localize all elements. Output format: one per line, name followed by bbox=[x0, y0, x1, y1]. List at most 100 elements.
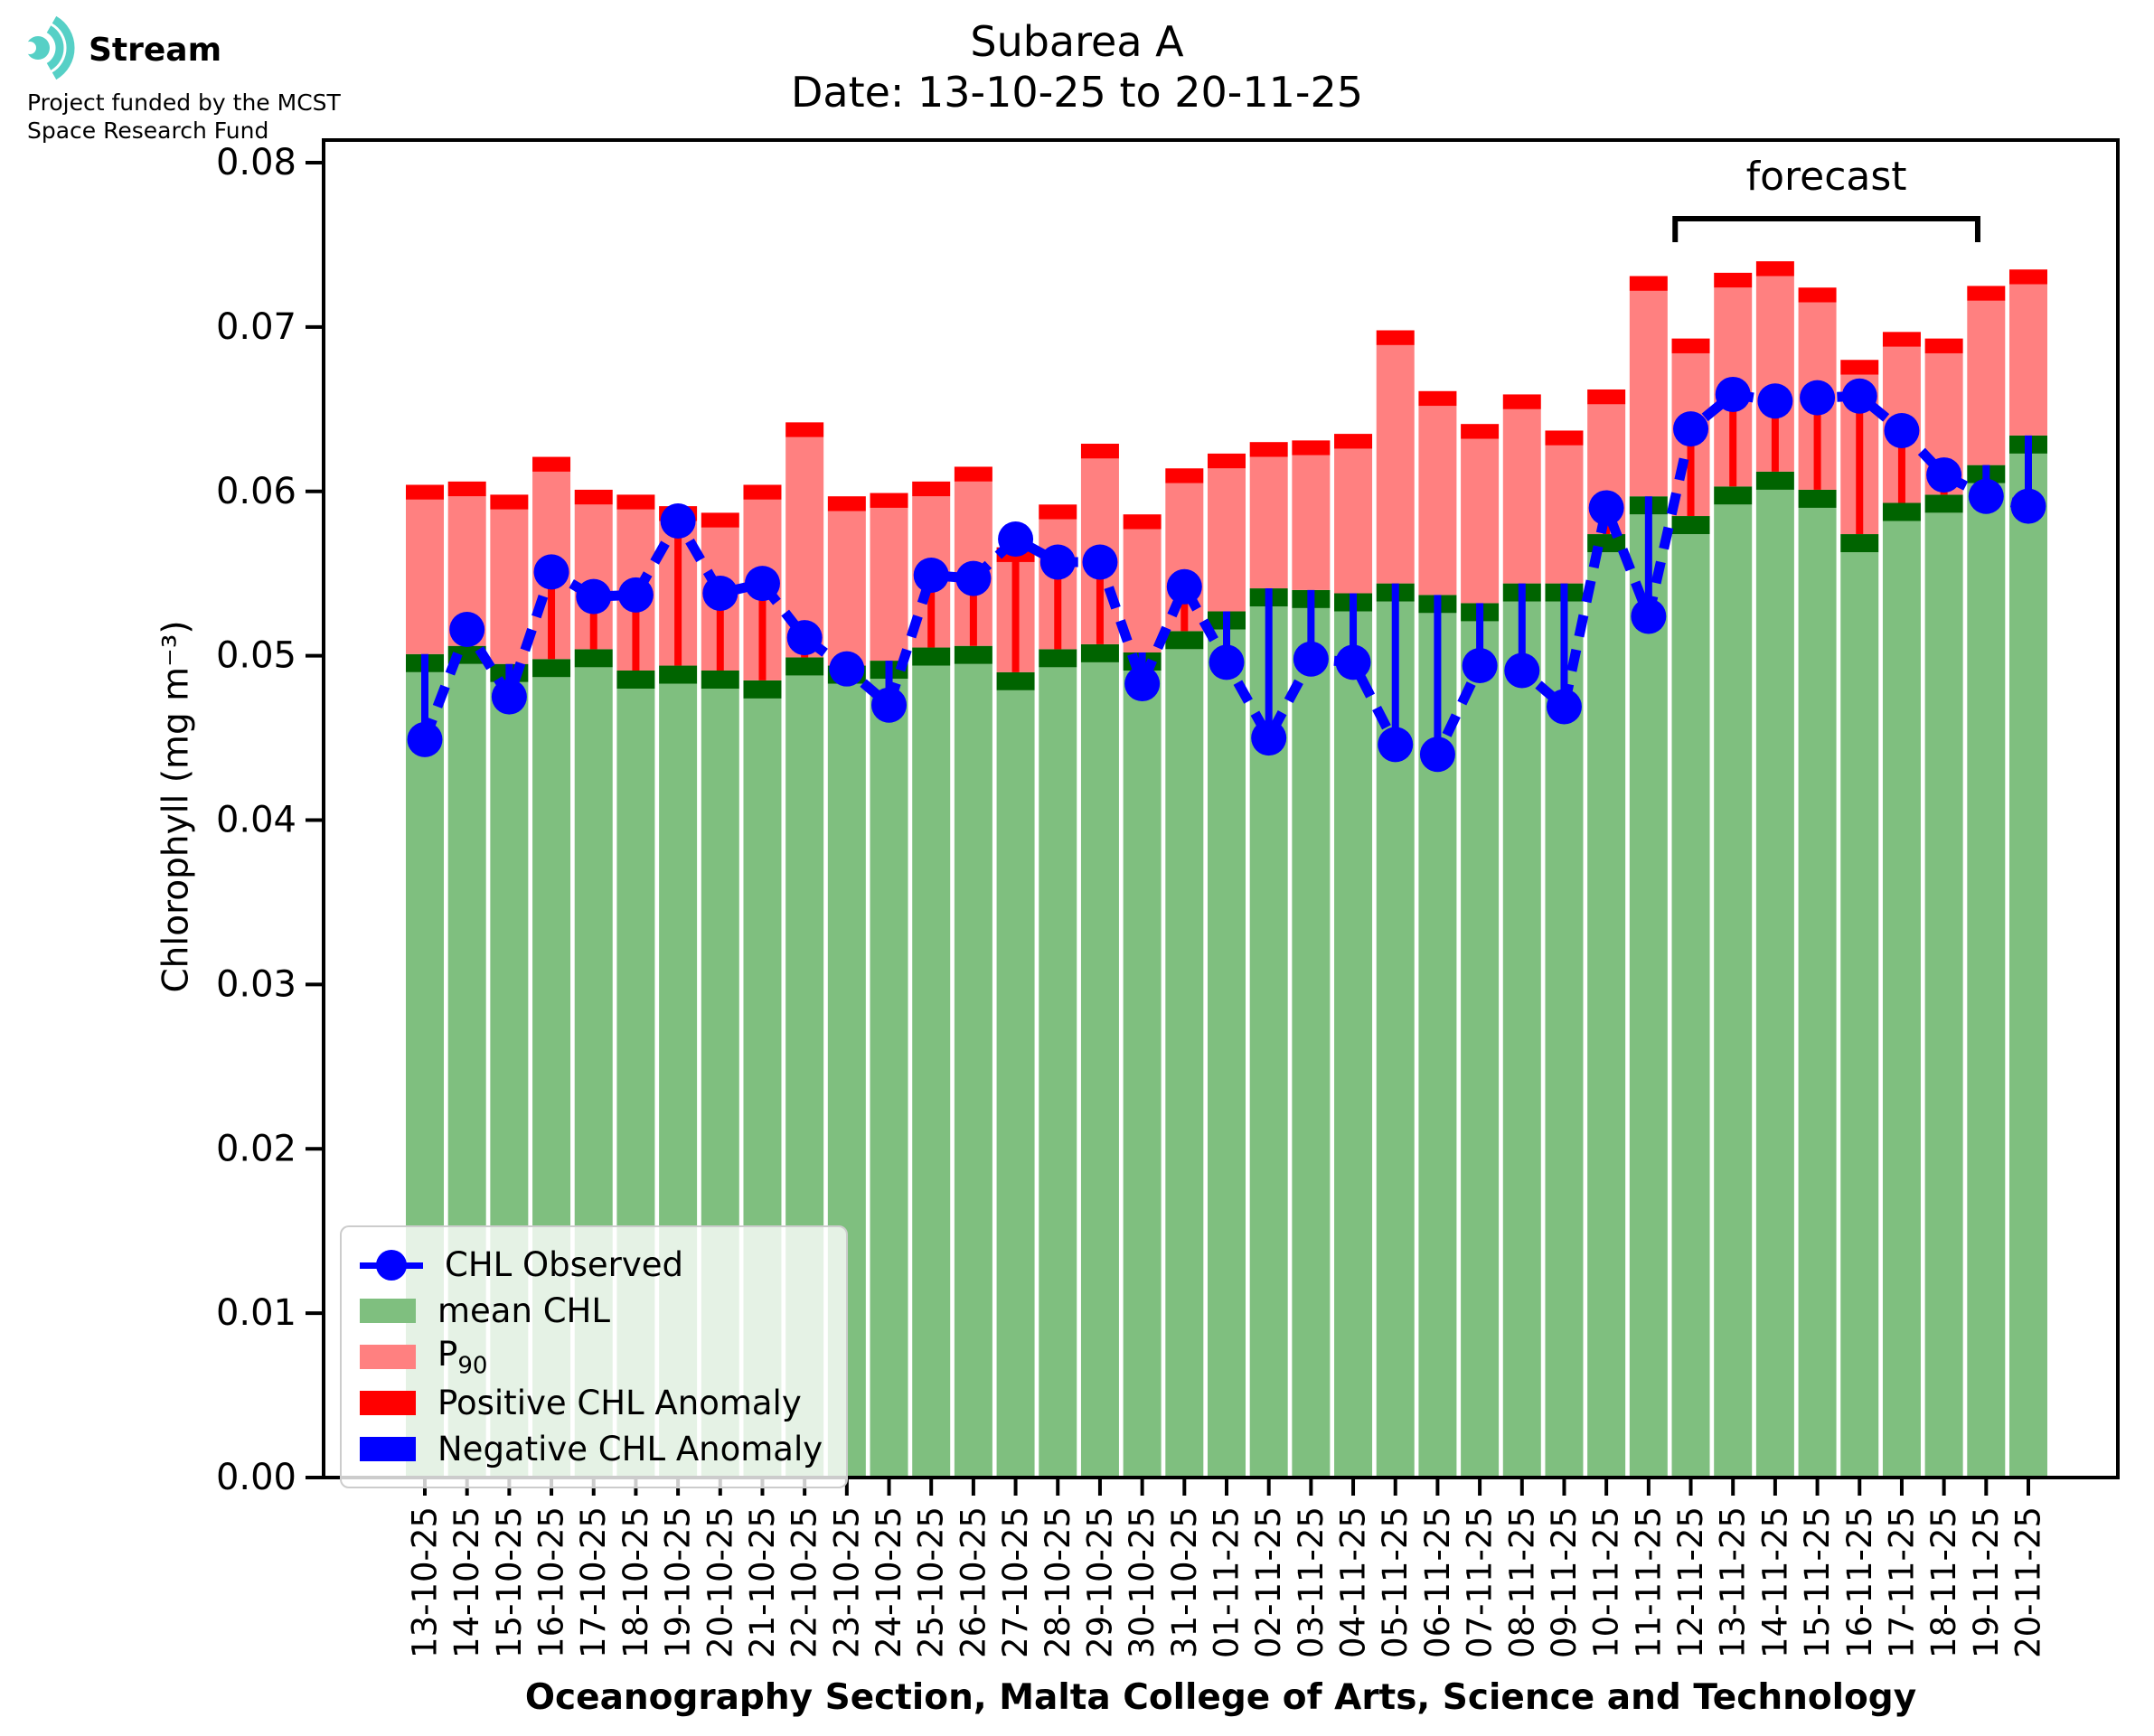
p90-bar-edge bbox=[1080, 444, 1119, 459]
mean-chl-bar bbox=[1207, 629, 1246, 1478]
p90-bar-edge bbox=[1882, 332, 1921, 347]
p90-bar-edge bbox=[1798, 287, 1837, 303]
p90-bar-edge bbox=[574, 489, 613, 505]
legend-patch-swatch bbox=[360, 1345, 416, 1369]
x-tick-label: 15-10-25 bbox=[490, 1506, 529, 1658]
mean-chl-bar-edge bbox=[1714, 486, 1753, 505]
p90-bar-edge bbox=[1207, 453, 1246, 469]
y-tick-label: 0.01 bbox=[216, 1292, 296, 1334]
mean-chl-bar-edge bbox=[701, 670, 739, 689]
mean-chl-bar bbox=[1165, 649, 1204, 1478]
legend-item-label: Positive CHL Anomaly bbox=[437, 1384, 802, 1422]
x-tick-label: 24-10-25 bbox=[870, 1506, 908, 1658]
mean-chl-bar bbox=[912, 665, 951, 1478]
mean-chl-bar bbox=[1924, 512, 1963, 1478]
chl-observed-point bbox=[491, 679, 527, 715]
p90-bar bbox=[870, 507, 908, 662]
p90-bar-edge bbox=[1461, 424, 1500, 439]
legend-item: Positive CHL Anomaly bbox=[360, 1380, 823, 1426]
mean-chl-bar bbox=[996, 690, 1035, 1478]
mean-chl-bar-edge bbox=[912, 647, 951, 666]
x-tick-label: 10-11-25 bbox=[1587, 1506, 1626, 1658]
mean-chl-bar-edge bbox=[1882, 502, 1921, 521]
x-tick-label: 22-10-25 bbox=[785, 1506, 824, 1658]
mean-chl-bar bbox=[1714, 504, 1753, 1478]
y-tick-label: 0.06 bbox=[216, 471, 296, 512]
forecast-label: forecast bbox=[1746, 154, 1907, 200]
logo-subtitle-line2: Space Research Fund bbox=[27, 117, 269, 144]
y-axis-label: Chlorophyll (mg m⁻³) bbox=[155, 620, 197, 993]
x-tick-label: 15-11-25 bbox=[1798, 1506, 1837, 1658]
mean-chl-bar bbox=[954, 663, 992, 1478]
legend-item: mean CHL bbox=[360, 1288, 823, 1334]
p90-bar-edge bbox=[1714, 272, 1753, 288]
forecast-bracket bbox=[1672, 216, 1980, 242]
legend-item-label: P90 bbox=[437, 1334, 488, 1380]
p90-bar bbox=[1418, 406, 1457, 596]
mean-chl-bar bbox=[1461, 621, 1500, 1478]
x-tick-label: 20-11-25 bbox=[2008, 1506, 2047, 1658]
y-tick-label: 0.08 bbox=[216, 142, 296, 183]
x-tick-label: 06-11-25 bbox=[1418, 1506, 1457, 1658]
x-tick-label: 28-10-25 bbox=[1039, 1506, 1077, 1658]
x-tick-label: 30-10-25 bbox=[1123, 1506, 1162, 1658]
mean-chl-bar bbox=[2008, 453, 2047, 1478]
mean-chl-bar bbox=[1671, 534, 1710, 1478]
p90-bar-edge bbox=[1587, 389, 1626, 405]
mean-chl-bar bbox=[1334, 611, 1373, 1478]
x-tick-label: 01-11-25 bbox=[1207, 1506, 1246, 1658]
chl-observed-point bbox=[1419, 737, 1455, 773]
legend-item-label: CHL Observed bbox=[445, 1245, 684, 1284]
chl-observed-point bbox=[1082, 544, 1118, 580]
stream-logo: Stream Project funded by the MCST Space … bbox=[24, 13, 341, 145]
mean-chl-bar bbox=[1502, 601, 1541, 1478]
p90-bar-edge bbox=[1671, 338, 1710, 353]
chl-observed-point bbox=[1293, 641, 1329, 677]
p90-bar-edge bbox=[1502, 394, 1541, 409]
p90-bar bbox=[1629, 290, 1668, 497]
chl-observed-point bbox=[2010, 488, 2046, 524]
chl-observed-point bbox=[744, 566, 780, 602]
x-tick-label: 08-11-25 bbox=[1502, 1506, 1541, 1658]
mean-chl-bar-edge bbox=[954, 645, 992, 664]
y-tick-label: 0.07 bbox=[216, 306, 296, 348]
p90-bar-edge bbox=[701, 512, 739, 528]
p90-bar bbox=[1292, 455, 1331, 590]
mean-chl-bar bbox=[1123, 670, 1162, 1478]
p90-bar-edge bbox=[1165, 468, 1204, 483]
x-tick-label: 16-10-25 bbox=[532, 1506, 571, 1658]
p90-bar-edge bbox=[1967, 286, 2006, 301]
p90-bar-edge bbox=[532, 456, 571, 472]
chl-observed-point bbox=[660, 502, 696, 539]
mean-chl-bar-edge bbox=[1039, 649, 1077, 668]
x-tick-label: 27-10-25 bbox=[996, 1506, 1035, 1658]
chl-observed-point bbox=[1673, 411, 1709, 447]
mean-chl-bar bbox=[870, 679, 908, 1478]
x-tick-label: 26-10-25 bbox=[954, 1506, 992, 1658]
p90-bar-edge bbox=[1292, 440, 1331, 455]
x-tick-label: 02-11-25 bbox=[1249, 1506, 1288, 1658]
p90-bar bbox=[2008, 284, 2047, 436]
chl-observed-point bbox=[576, 578, 612, 615]
mean-chl-bar-edge bbox=[1755, 471, 1794, 490]
y-tick-label: 0.05 bbox=[216, 635, 296, 677]
mean-chl-bar bbox=[1629, 514, 1668, 1478]
x-tick-label: 07-11-25 bbox=[1461, 1506, 1500, 1658]
logo-subtitle-line1: Project funded by the MCST bbox=[27, 89, 341, 116]
chl-observed-point bbox=[1757, 383, 1793, 419]
x-tick-label: 04-11-25 bbox=[1334, 1506, 1373, 1658]
mean-chl-bar-edge bbox=[743, 680, 782, 699]
x-tick-label: 23-10-25 bbox=[827, 1506, 866, 1658]
legend-item: CHL Observed bbox=[360, 1242, 823, 1288]
p90-bar bbox=[1123, 529, 1162, 652]
p90-bar-edge bbox=[1334, 434, 1373, 449]
chl-observed-point bbox=[449, 612, 485, 648]
mean-chl-bar-edge bbox=[996, 671, 1035, 690]
p90-bar bbox=[1249, 456, 1288, 589]
p90-bar-edge bbox=[1924, 338, 1963, 353]
mean-chl-bar-edge bbox=[1165, 631, 1204, 650]
p90-bar-edge bbox=[2008, 269, 2047, 285]
mean-chl-bar-edge bbox=[659, 665, 698, 684]
chl-observed-point bbox=[407, 721, 443, 757]
